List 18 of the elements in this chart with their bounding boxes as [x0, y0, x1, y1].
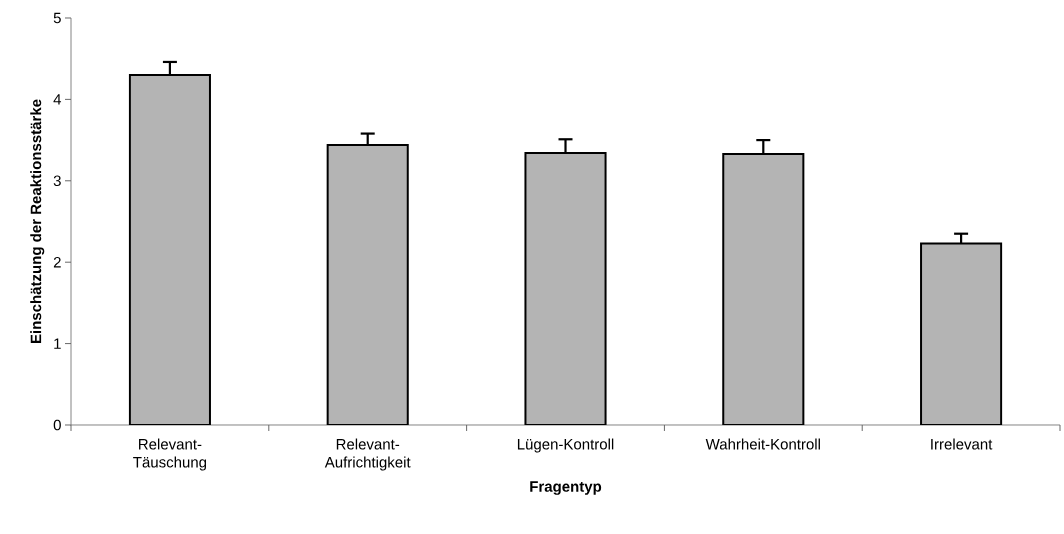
y-tick-label: 5: [53, 12, 61, 24]
y-tick-label: 4: [53, 94, 62, 105]
x-tick-label: Relevant-Täuschung: [133, 438, 207, 471]
bar: [524, 152, 607, 425]
y-tick-label: 2: [53, 256, 61, 268]
y-axis-title: Einschätzung der Reaktionsstärke: [30, 99, 45, 344]
bar: [722, 152, 805, 425]
bar: [128, 73, 211, 425]
bar: [920, 242, 1003, 425]
y-tick-label: 0: [53, 419, 61, 431]
x-tick-label: Wahrheit-Kontroll: [705, 438, 820, 450]
y-tick-label: 3: [53, 175, 61, 187]
x-tick-label: Lügen-Kontroll: [517, 438, 614, 453]
y-tick-label: 1: [54, 338, 61, 349]
bar: [326, 143, 409, 425]
x-tick-label: Irrelevant: [931, 438, 993, 450]
x-axis-title: Fragentyp: [530, 481, 602, 495]
x-tick-label: Relevant-Aufrichtigkeit: [324, 438, 411, 471]
